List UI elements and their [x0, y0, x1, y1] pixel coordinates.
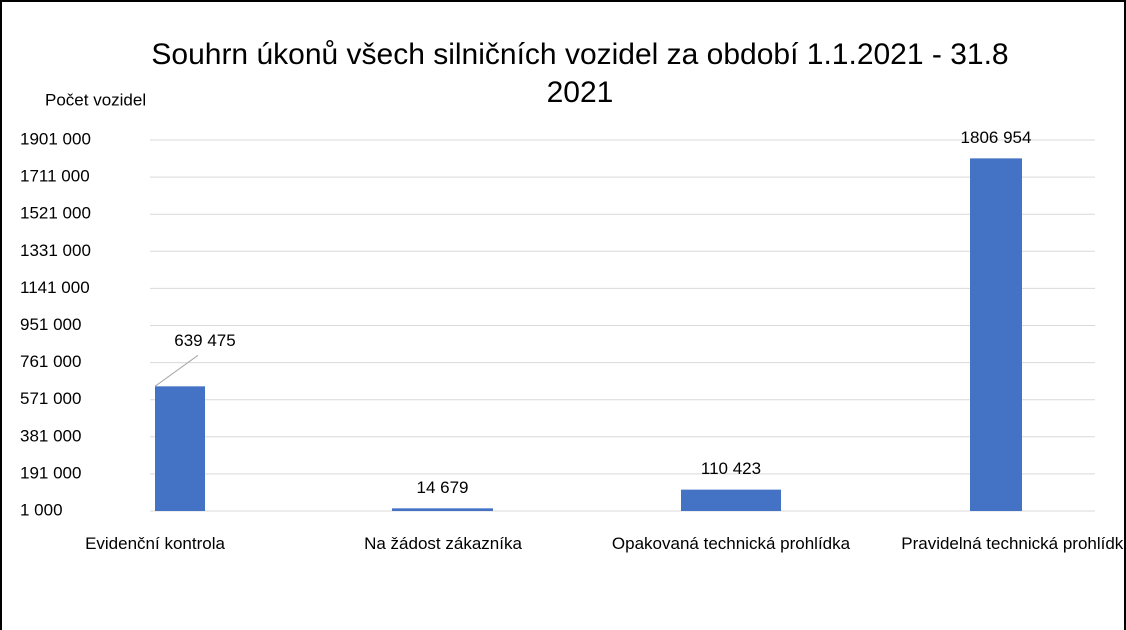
y-axis-label: Počet vozidel	[45, 90, 146, 109]
bar	[970, 158, 1022, 512]
y-tick-label: 1901 000	[20, 129, 91, 148]
y-tick-label: 1711 000	[20, 167, 90, 186]
y-tick-label: 1 000	[20, 500, 63, 519]
y-tick-label: 191 000	[20, 463, 81, 482]
y-tick-label: 951 000	[20, 315, 81, 334]
y-tick-label: 761 000	[20, 352, 81, 371]
x-tick-label: Na žádost zákazníka	[364, 534, 522, 553]
value-label: 1806 954	[961, 128, 1032, 147]
y-tick-label: 1521 000	[20, 204, 91, 223]
y-tick-label: 571 000	[20, 389, 81, 408]
x-tick-label: Evidenční kontrola	[85, 534, 225, 553]
y-tick-label: 381 000	[20, 426, 81, 445]
x-tick-label: Opakovaná technická prohlídka	[611, 534, 851, 553]
bar	[392, 508, 493, 511]
x-tick-label: Pravidelná technická prohlídka	[901, 534, 1126, 553]
y-tick-label: 1141 000	[20, 278, 90, 297]
value-label: 110 423	[701, 459, 761, 478]
value-label: 639 475	[174, 331, 235, 350]
value-label: 14 679	[417, 478, 469, 497]
bar	[155, 386, 205, 511]
leader-line	[154, 354, 199, 387]
chart-title: Souhrn úkonů všech silničních vozidel za…	[151, 38, 1009, 109]
y-tick-label: 1331 000	[20, 241, 91, 260]
bar	[681, 489, 781, 511]
